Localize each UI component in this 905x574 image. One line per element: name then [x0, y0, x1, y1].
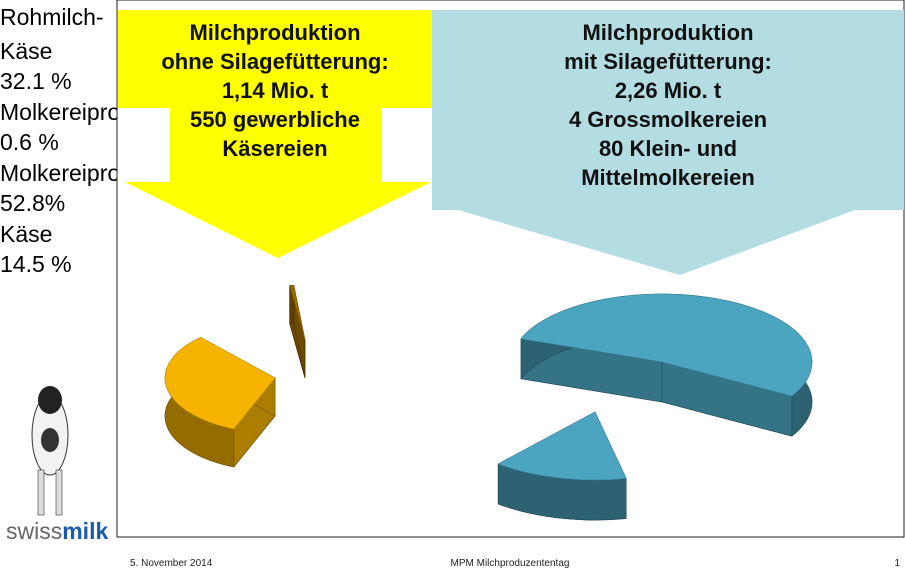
- logo: swissmilk: [6, 518, 108, 545]
- cow-icon: [31, 386, 69, 516]
- value-label: 32.1 %: [0, 68, 72, 94]
- value-label: 0.6 %: [0, 129, 59, 155]
- left-arrow: [118, 10, 432, 258]
- right-arrow: [432, 10, 904, 275]
- arrow-line: 2,26 Mio. t: [614, 78, 722, 103]
- value-label: 14.5 %: [0, 251, 72, 277]
- pie-slice: [520, 293, 813, 397]
- slice-label: Käse: [0, 221, 53, 247]
- footer-date: 5. November 2014: [130, 558, 213, 569]
- footer-event: MPM Milchproduzententag: [450, 558, 570, 569]
- arrow-line: Mittelmolkereien: [581, 165, 755, 190]
- arrow-line: 550 gewerbliche: [190, 107, 360, 132]
- arrow-line: 4 Grossmolkereien: [568, 107, 768, 132]
- arrow-line: Milchproduktion: [582, 20, 754, 45]
- logo-text: milk: [62, 518, 109, 544]
- logo-text: swiss: [6, 518, 63, 544]
- footer-page: 1: [894, 558, 900, 569]
- left-arrow-text: Milchproduktion ohne Silagefütterung: 1,14…: [118, 18, 432, 163]
- arrow-line: mit Silagefütterung:: [564, 49, 772, 74]
- arrow-line: Käsereien: [222, 136, 328, 161]
- arrow-line: 1,14 Mio. t: [221, 78, 329, 103]
- value-label: 52.8%: [0, 190, 66, 216]
- pie-slice: [497, 411, 627, 481]
- arrow-line: 80 Klein- und: [598, 136, 738, 161]
- right-arrow-text: Milchproduktion mit Silagefütterung: 2,26 …: [432, 18, 904, 192]
- arrow-line: ohne Silagefütterung:: [161, 49, 389, 74]
- pie-slice: [164, 337, 276, 430]
- slice-label: Rohmilch-Käse: [0, 4, 104, 64]
- arrow-line: Milchproduktion: [189, 20, 361, 45]
- pie-slice: [289, 284, 306, 341]
